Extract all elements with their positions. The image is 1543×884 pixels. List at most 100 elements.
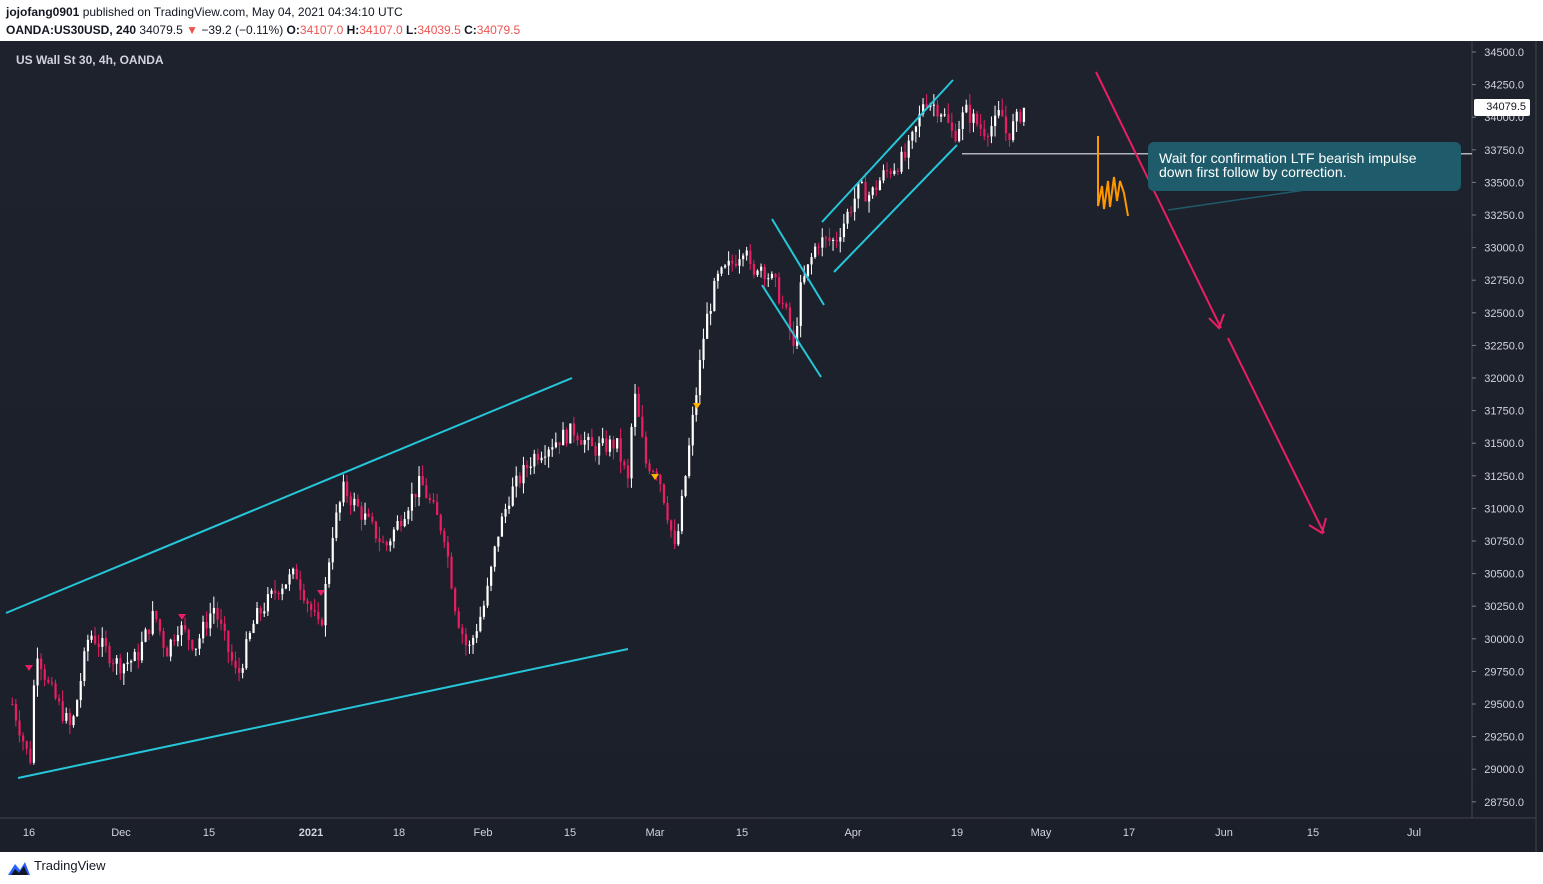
candle-body xyxy=(281,588,284,595)
symbol[interactable]: OANDA:US30USD, 240 xyxy=(6,23,137,37)
candle-body xyxy=(151,610,154,634)
x-tick-label: 18 xyxy=(393,827,405,839)
chart-panel[interactable]: 34500.0 34250.0 34000.0 33750.0 33500.0 33250… xyxy=(0,41,1543,852)
candle-body xyxy=(68,713,72,726)
candle-body xyxy=(108,646,111,664)
candle-body xyxy=(500,516,504,537)
y-tick-label: 32250.0 xyxy=(1484,340,1524,352)
candle-body xyxy=(43,669,46,680)
candle-body xyxy=(432,500,435,503)
candle-body xyxy=(439,514,442,531)
candle-body xyxy=(529,466,532,468)
candle-body xyxy=(842,223,846,238)
candle-body xyxy=(22,735,25,742)
candle-body xyxy=(1004,116,1008,134)
candle-body xyxy=(619,438,622,462)
candle-body xyxy=(983,128,986,137)
candle-body xyxy=(148,629,151,634)
projection-arrow-1 xyxy=(1095,71,1222,329)
tradingview-logo-icon[interactable] xyxy=(7,859,31,877)
trendline xyxy=(761,284,822,378)
x-tick-label: May xyxy=(1031,827,1052,839)
candle-body xyxy=(558,442,561,446)
candle-body xyxy=(504,508,507,517)
candle-body xyxy=(562,429,565,446)
candle-body xyxy=(184,625,187,630)
candle-body xyxy=(576,435,579,441)
candle-body xyxy=(839,237,842,242)
candle-body xyxy=(662,484,666,504)
candle-body xyxy=(853,198,856,212)
candle-body xyxy=(209,613,212,629)
candle-body xyxy=(731,260,734,264)
trendline xyxy=(821,79,954,223)
candle-body xyxy=(670,520,673,531)
candle-body xyxy=(1019,111,1022,122)
projection-sketch xyxy=(1097,136,1129,217)
x-tick-label: Feb xyxy=(474,827,493,839)
candle-body xyxy=(659,474,662,485)
candle-body xyxy=(680,495,684,532)
y-tick-label: 29000.0 xyxy=(1484,764,1524,776)
candle-body xyxy=(601,438,604,444)
candle-body xyxy=(353,498,356,506)
down-arrow-icon: ▼ xyxy=(186,23,199,37)
candle-body xyxy=(360,506,363,520)
candle-body xyxy=(925,104,928,107)
candle-body xyxy=(943,114,946,116)
x-tick-label: 16 xyxy=(23,827,35,839)
candle-body xyxy=(961,112,964,130)
publish-text: published on TradingView.com, May 04, 20… xyxy=(79,5,403,19)
candle-body xyxy=(742,255,745,260)
username[interactable]: jojofang0901 xyxy=(6,5,80,19)
candle-body xyxy=(914,126,918,132)
chart-header: jojofang0901 published on TradingView.co… xyxy=(0,0,1543,40)
close-label: C: xyxy=(464,23,477,37)
x-tick-label: 15 xyxy=(203,827,215,839)
candle-body xyxy=(1001,110,1004,117)
candle-body xyxy=(778,277,781,304)
candle-body xyxy=(814,246,817,258)
candle-body xyxy=(997,110,1000,116)
candle-body xyxy=(889,171,892,174)
candle-body xyxy=(526,464,529,468)
y-tick-label: 29250.0 xyxy=(1484,732,1524,744)
candle-body xyxy=(266,594,270,612)
x-tick-label: 15 xyxy=(564,827,576,839)
candle-body xyxy=(414,493,417,498)
candle-body xyxy=(54,683,57,699)
candle-body xyxy=(565,429,568,444)
candle-body xyxy=(378,538,381,542)
signal-marker-icon xyxy=(651,474,659,480)
candle-body xyxy=(36,658,39,686)
candle-body xyxy=(990,126,993,137)
y-tick-label: 31500.0 xyxy=(1484,438,1524,450)
candle-body xyxy=(745,250,748,256)
chart-canvas[interactable]: 34500.034250.034000.033750.033500.033250… xyxy=(0,41,1543,852)
candle-body xyxy=(169,639,172,657)
y-tick-label: 30250.0 xyxy=(1484,601,1524,613)
candle-body xyxy=(724,265,727,268)
candle-body xyxy=(673,530,676,545)
candle-body xyxy=(716,273,720,281)
trendline xyxy=(5,377,573,614)
candle-body xyxy=(774,273,777,278)
footer-brand[interactable]: TradingView xyxy=(34,858,106,873)
candle-body xyxy=(979,124,982,129)
candle-body xyxy=(382,541,385,543)
y-tick-label: 32750.0 xyxy=(1484,275,1524,287)
candle-body xyxy=(486,585,489,606)
candle-body xyxy=(767,278,770,280)
candle-body xyxy=(292,568,295,575)
candle-body xyxy=(428,497,432,501)
candle-body xyxy=(612,439,615,449)
candle-body xyxy=(191,640,194,650)
candle-body xyxy=(810,257,813,265)
candle-body xyxy=(104,638,108,647)
candle-body xyxy=(205,621,208,629)
candle-body xyxy=(540,457,543,461)
candle-body xyxy=(605,438,608,452)
annotation-callout[interactable]: Wait for confirmation LTF bearish impuls… xyxy=(1148,142,1461,191)
candle-body xyxy=(270,590,273,595)
candle-body xyxy=(436,502,439,515)
